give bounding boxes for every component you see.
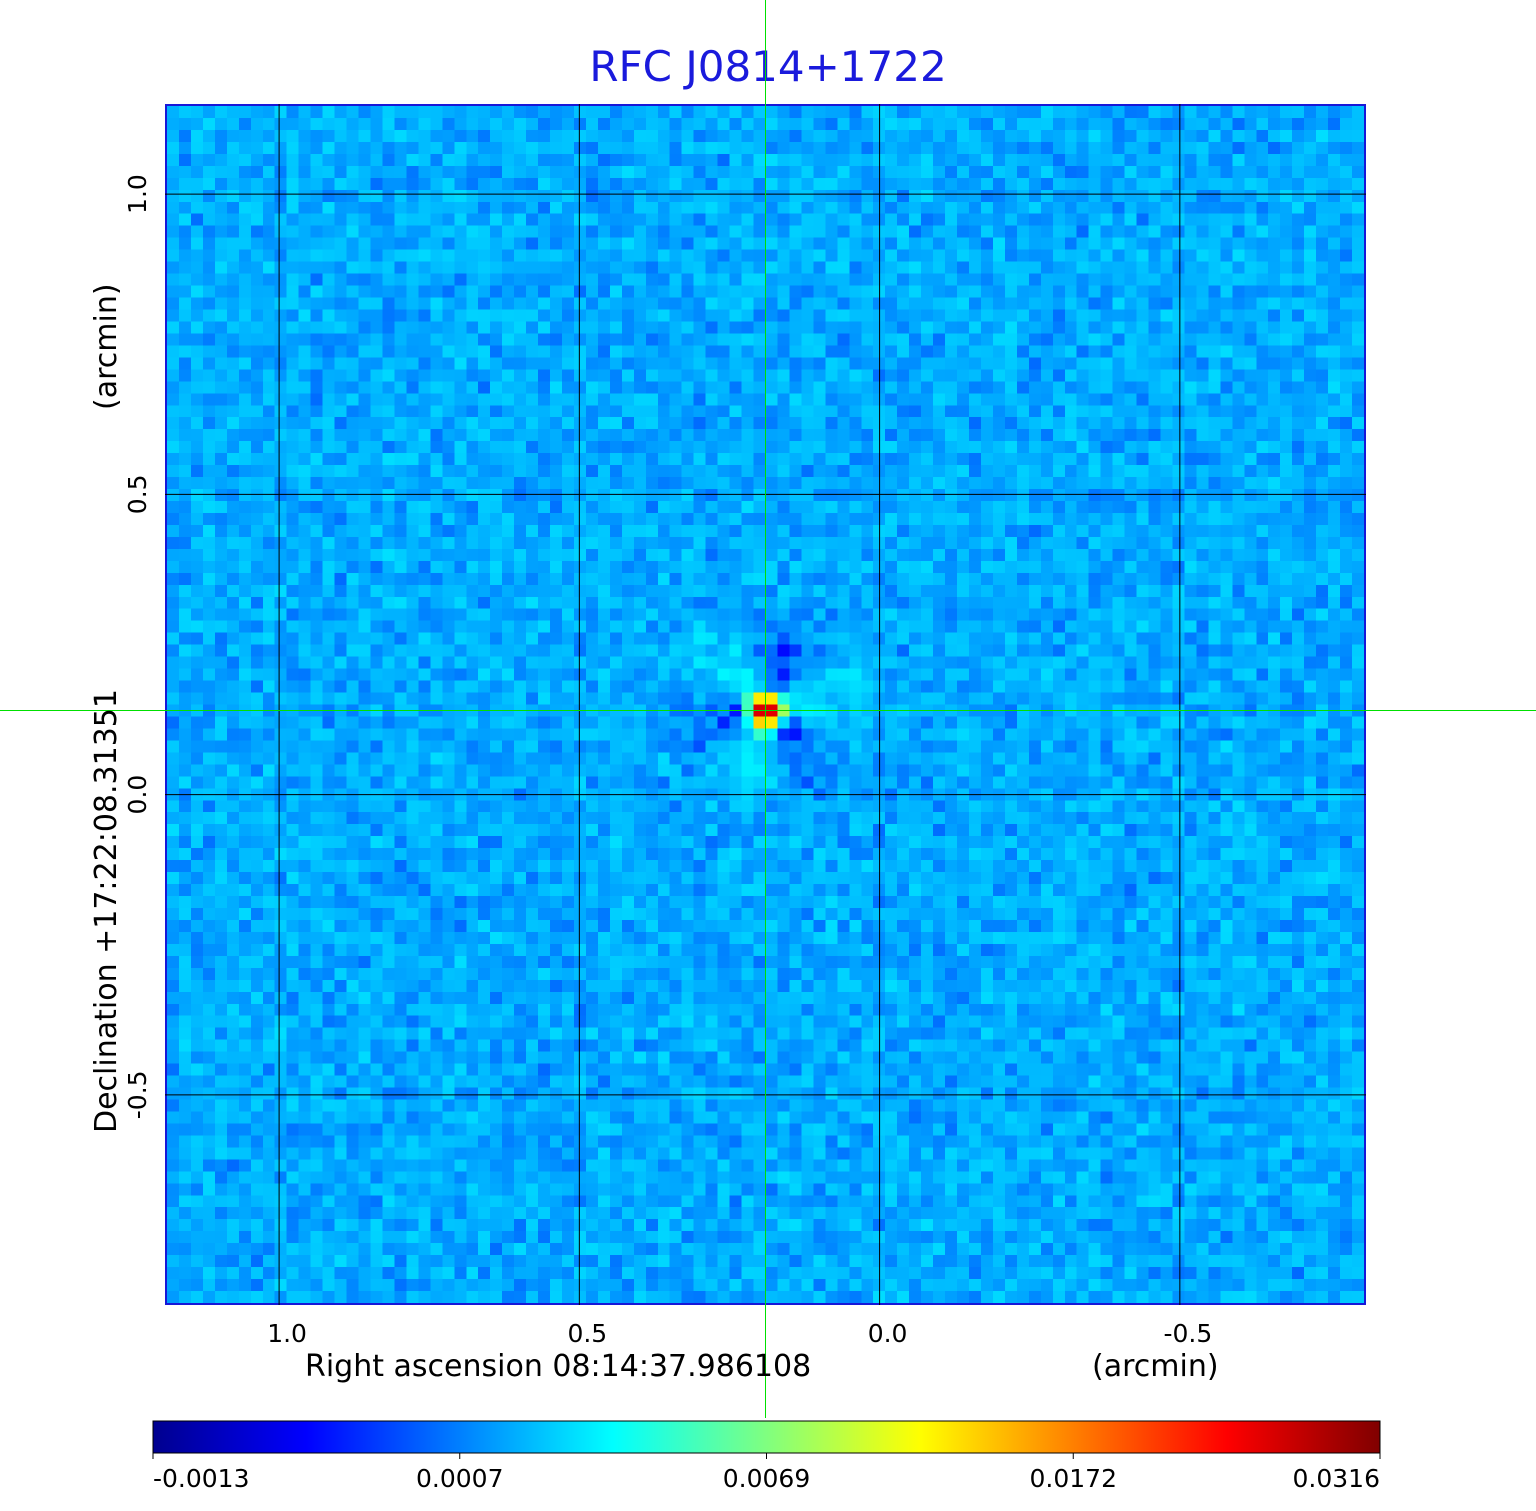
chart-title: RFC J0814+1722 (589, 42, 947, 91)
crosshair (0, 0, 1536, 1418)
y-tick-label: 0.0 (123, 775, 152, 815)
x-tick-label: 0.5 (567, 1319, 607, 1348)
y-tick-label: -0.5 (123, 1070, 152, 1119)
colorbar-tick-label: 0.0316 (1293, 1464, 1380, 1493)
colorbar-tick-label: -0.0013 (153, 1464, 250, 1493)
grid-lines (165, 104, 1366, 1305)
y-tick-label: 0.5 (123, 474, 152, 514)
y-axis-label: Declination +17:22:08.31351 (89, 689, 124, 1133)
y-axis-ticks: 1.0 0.5 0.0 -0.5 (123, 174, 152, 1119)
x-tick-label: -0.5 (1163, 1319, 1212, 1348)
x-tick-label: 0.0 (868, 1319, 908, 1348)
colorbar-ticks: -0.0013 0.0007 0.0069 0.0172 0.0316 (152, 1453, 1381, 1493)
x-axis-ticks: 1.0 0.5 0.0 -0.5 (267, 1319, 1212, 1348)
x-axis-label: Right ascension 08:14:37.986108 (305, 1349, 811, 1384)
colorbar-tick-label: 0.0069 (723, 1464, 810, 1493)
y-axis-unit: (arcmin) (89, 283, 124, 410)
colorbar (152, 1420, 1381, 1454)
colorbar-tick-label: 0.0007 (416, 1464, 503, 1493)
x-axis-unit: (arcmin) (1092, 1349, 1219, 1384)
x-tick-label: 1.0 (267, 1319, 307, 1348)
colorbar-tick-label: 0.0172 (1030, 1464, 1117, 1493)
y-tick-label: 1.0 (123, 174, 152, 214)
